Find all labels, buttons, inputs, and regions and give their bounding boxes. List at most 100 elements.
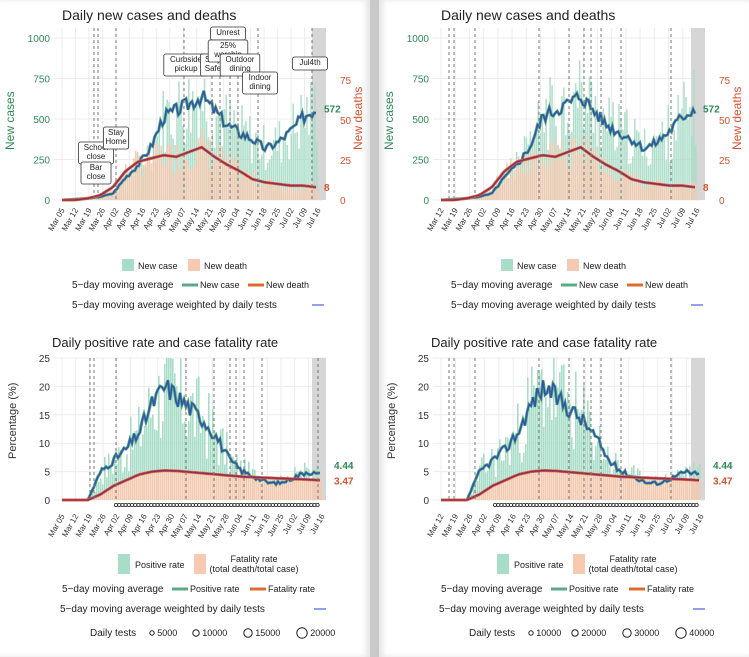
positive-bar bbox=[569, 403, 571, 500]
fatality-bar bbox=[627, 476, 629, 500]
ma5-positive-weighted-line bbox=[62, 379, 321, 501]
fatality-bar bbox=[675, 479, 677, 500]
fatality-bar bbox=[298, 479, 300, 500]
death-bar bbox=[586, 137, 589, 200]
fatality-bar bbox=[166, 470, 168, 500]
left-figure: Daily new cases and deaths02505007501000… bbox=[3, 7, 365, 639]
positive-bar bbox=[515, 432, 517, 500]
fatality-bar bbox=[210, 473, 212, 500]
test-dot bbox=[184, 502, 189, 507]
fatality-bar bbox=[559, 471, 561, 500]
ytick-left-label: 500 bbox=[412, 115, 429, 126]
test-dot bbox=[206, 502, 211, 507]
case-bar bbox=[624, 112, 626, 200]
fatality-bar bbox=[633, 477, 635, 500]
death-bar bbox=[565, 152, 567, 200]
positive-bar bbox=[144, 425, 146, 500]
case-bar bbox=[663, 135, 666, 200]
test-dot bbox=[688, 502, 693, 507]
test-dot bbox=[668, 502, 673, 507]
fatality-bar bbox=[256, 477, 258, 500]
legend-ma5-death: New death bbox=[645, 280, 688, 290]
case-bar bbox=[616, 147, 618, 200]
positive-bar bbox=[134, 430, 136, 500]
fatality-bar bbox=[236, 476, 238, 500]
positive-bar bbox=[507, 437, 509, 500]
death-bar bbox=[231, 161, 233, 200]
death-bar bbox=[270, 177, 273, 200]
legend-new-case: New case bbox=[138, 261, 178, 271]
test-dot bbox=[149, 502, 154, 507]
fatality-bar bbox=[304, 479, 306, 500]
legend-ma5-pos: Positive rate bbox=[190, 584, 240, 594]
test-dot bbox=[540, 502, 545, 507]
death-bar bbox=[551, 144, 553, 200]
legend-tests-circle bbox=[622, 628, 632, 638]
fatality-bar bbox=[208, 473, 210, 500]
positive-bar bbox=[537, 370, 539, 500]
left-panel: Daily new cases and deaths 0 250 500 750 1000… bbox=[0, 0, 370, 657]
fatality-bar bbox=[569, 472, 571, 500]
death-bar bbox=[561, 139, 563, 200]
test-dot bbox=[678, 502, 683, 507]
fatality-bar bbox=[515, 475, 517, 500]
case-bar bbox=[693, 69, 695, 201]
case-bar bbox=[282, 139, 285, 200]
case-bar bbox=[262, 125, 265, 200]
case-bar bbox=[203, 78, 206, 200]
test-dot bbox=[508, 502, 513, 507]
legend-swatch-death bbox=[188, 259, 200, 271]
test-dot bbox=[582, 502, 587, 507]
fatality-bar bbox=[306, 479, 308, 500]
positive-bar bbox=[533, 385, 535, 500]
ytick-right-label: 50 bbox=[340, 116, 352, 127]
fatality-bar bbox=[665, 478, 667, 500]
case-bar bbox=[253, 141, 255, 200]
legend-tests-value: 30000 bbox=[634, 628, 659, 638]
fatality-bar bbox=[597, 474, 599, 500]
fatality-bar bbox=[655, 478, 657, 500]
case-bar bbox=[620, 118, 622, 200]
test-dot bbox=[299, 502, 304, 507]
death-bar bbox=[243, 175, 245, 200]
positive-bar bbox=[226, 431, 228, 500]
positive-bar bbox=[577, 409, 579, 500]
fatality-bar bbox=[613, 475, 615, 500]
legend-ma5-label: 5−day moving average bbox=[62, 584, 164, 595]
death-bar bbox=[667, 186, 670, 200]
fatality-bar bbox=[318, 480, 320, 500]
death-bar bbox=[622, 171, 624, 200]
fatality-bar bbox=[320, 480, 322, 500]
test-dot bbox=[572, 502, 577, 507]
fatality-bar bbox=[206, 473, 208, 500]
positive-bar bbox=[182, 423, 184, 500]
fatality-bar bbox=[689, 479, 691, 500]
test-dot bbox=[560, 502, 565, 507]
test-dot bbox=[286, 502, 291, 507]
fatality-bar bbox=[260, 477, 262, 500]
case-bar bbox=[667, 104, 670, 200]
test-dot bbox=[553, 502, 558, 507]
fatality-bar bbox=[573, 472, 575, 500]
fatality-bar bbox=[609, 475, 611, 500]
fatality-bar bbox=[186, 471, 188, 500]
fatality-bar bbox=[545, 470, 547, 500]
positive-bar bbox=[168, 358, 170, 500]
death-bar bbox=[505, 162, 508, 200]
fatality-bar bbox=[593, 474, 595, 500]
legend-ma5-fatal: Fatality rate bbox=[647, 584, 694, 594]
xtick-label: Jul 16 bbox=[304, 206, 323, 229]
ma5-fatality-overlay-line bbox=[441, 469, 700, 501]
fatality-bar bbox=[615, 476, 617, 500]
test-dot bbox=[235, 502, 240, 507]
test-dot bbox=[270, 502, 275, 507]
fatality-bar bbox=[681, 479, 683, 500]
case-bar bbox=[296, 132, 298, 200]
fatality-bar bbox=[130, 478, 132, 500]
case-bar bbox=[549, 77, 551, 200]
death-bar bbox=[158, 157, 161, 200]
ma5-death-weighted-line bbox=[62, 146, 317, 201]
positive-bar bbox=[132, 449, 134, 500]
death-bar bbox=[195, 152, 198, 200]
ytick-label: 20 bbox=[418, 382, 430, 393]
